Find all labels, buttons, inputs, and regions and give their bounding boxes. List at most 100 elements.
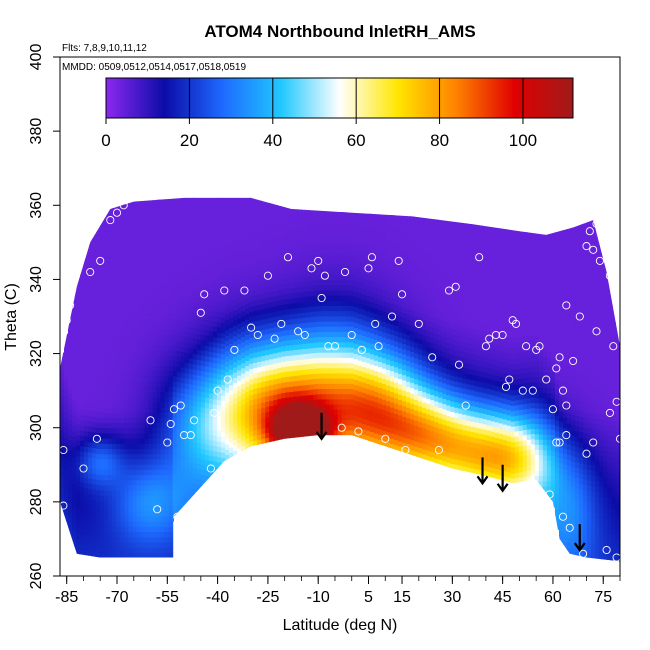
rh-cell xyxy=(204,470,210,476)
rh-cell xyxy=(172,401,178,408)
rh-cell xyxy=(325,227,331,234)
rh-cell xyxy=(100,370,105,377)
rh-cell xyxy=(390,266,395,273)
rh-cell xyxy=(96,292,101,299)
rh-cell xyxy=(140,240,146,247)
rh-cell xyxy=(329,315,335,322)
rh-cell xyxy=(200,240,206,247)
rh-cell xyxy=(221,197,226,199)
rh-cell xyxy=(148,505,154,512)
rh-cell xyxy=(357,339,363,345)
rh-cell xyxy=(261,225,266,232)
rh-cell xyxy=(277,263,282,270)
rh-cell xyxy=(168,318,174,325)
rh-cell xyxy=(309,207,315,214)
rh-cell xyxy=(200,401,206,408)
rh-cell xyxy=(136,412,142,418)
rh-cell xyxy=(394,429,399,435)
rh-cell xyxy=(229,395,234,401)
rh-cell xyxy=(237,349,242,355)
rh-cell xyxy=(116,547,121,553)
rh-cell xyxy=(341,289,347,296)
rh-cell xyxy=(116,479,121,486)
rh-cell xyxy=(402,260,407,267)
rh-cell xyxy=(301,281,306,287)
rh-cell xyxy=(144,235,150,242)
rh-cell xyxy=(390,432,395,439)
rh-cell xyxy=(108,282,113,289)
rh-cell xyxy=(84,508,89,515)
rh-cell xyxy=(321,336,327,343)
rh-cell xyxy=(377,314,383,321)
rh-cell xyxy=(180,424,186,430)
rh-cell xyxy=(68,366,73,373)
rh-cell xyxy=(317,253,323,260)
rh-cell xyxy=(394,340,399,347)
rh-cell xyxy=(128,531,133,538)
rh-cell xyxy=(406,339,411,346)
rh-cell xyxy=(241,310,246,317)
rh-cell xyxy=(108,272,113,278)
rh-cell xyxy=(293,214,298,221)
rh-cell xyxy=(357,385,363,392)
rh-cell xyxy=(76,502,81,508)
rh-cell xyxy=(418,405,423,412)
rh-cell xyxy=(136,266,142,273)
rh-cell xyxy=(394,356,399,363)
rh-cell xyxy=(221,441,226,448)
rh-cell xyxy=(257,403,262,409)
rh-cell xyxy=(84,524,89,530)
rh-cell xyxy=(229,353,234,360)
rh-cell xyxy=(184,212,190,218)
rh-cell xyxy=(144,541,150,548)
rh-cell xyxy=(184,206,190,213)
rh-cell xyxy=(212,284,218,291)
rh-cell xyxy=(353,234,359,240)
rh-cell xyxy=(281,231,286,238)
rh-cell xyxy=(345,232,351,239)
rh-cell xyxy=(398,228,403,234)
rh-cell xyxy=(426,268,431,275)
rh-cell xyxy=(176,241,182,248)
rh-cell xyxy=(305,306,311,313)
rh-cell xyxy=(96,489,101,496)
rh-cell xyxy=(88,244,93,251)
rh-cell xyxy=(96,536,101,543)
rh-cell xyxy=(402,208,407,215)
rh-cell xyxy=(168,495,174,501)
rh-cell xyxy=(225,246,230,253)
rh-cell xyxy=(418,291,423,298)
rh-cell xyxy=(426,325,431,332)
rh-cell xyxy=(233,439,238,446)
rh-cell xyxy=(301,395,306,401)
rh-cell xyxy=(84,295,89,302)
rh-cell xyxy=(84,472,89,478)
rh-cell xyxy=(104,261,109,268)
rh-cell xyxy=(373,251,379,257)
rh-cell xyxy=(369,348,375,355)
rh-cell xyxy=(200,339,206,346)
rh-cell xyxy=(422,438,427,445)
rh-cell xyxy=(180,289,186,295)
rh-cell xyxy=(84,316,89,323)
rh-cell xyxy=(269,384,274,391)
rh-cell xyxy=(406,215,411,221)
rh-cell xyxy=(140,547,146,553)
rh-cell xyxy=(422,303,427,310)
rh-cell xyxy=(164,453,170,460)
rh-cell xyxy=(188,223,194,229)
rh-cell xyxy=(192,467,198,474)
rh-cell xyxy=(241,212,246,218)
rh-cell xyxy=(160,541,166,548)
rh-cell xyxy=(305,223,311,230)
rh-cell xyxy=(410,356,415,363)
rh-cell xyxy=(293,323,298,330)
rh-cell xyxy=(257,283,262,290)
rh-cell xyxy=(269,415,274,422)
rh-cell xyxy=(184,258,190,265)
rh-cell xyxy=(241,445,246,452)
rh-cell xyxy=(124,313,129,320)
rh-cell xyxy=(144,349,150,356)
rh-cell xyxy=(305,301,311,308)
rh-cell xyxy=(253,331,258,337)
